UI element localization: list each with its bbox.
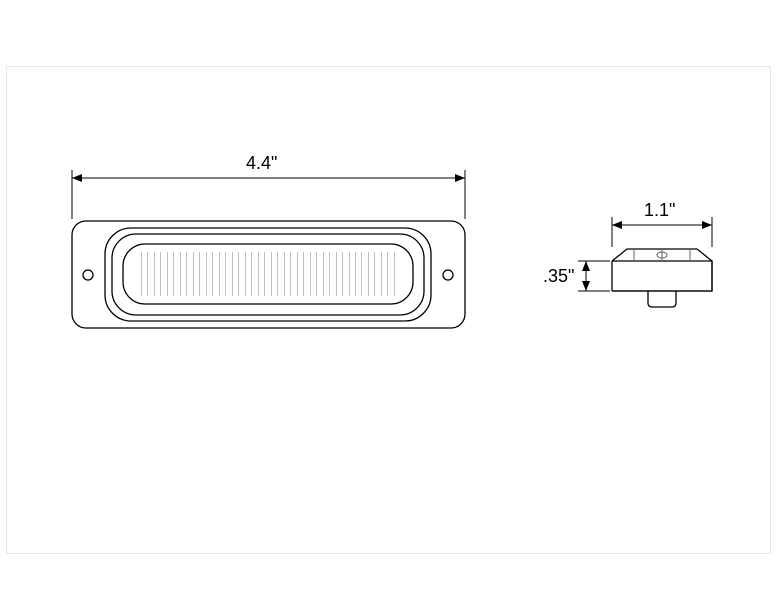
mount-hole-right [443, 270, 453, 280]
dim-side-width [612, 217, 712, 247]
drawing-canvas: .ln { fill:none; stroke:#000; stroke-wid… [0, 0, 780, 600]
dim-label-front-width: 4.4" [246, 153, 277, 174]
dim-label-side-height: .35" [543, 266, 574, 287]
mount-hole-left [83, 270, 93, 280]
dim-side-height [578, 261, 610, 291]
lens-hatching [141, 252, 395, 296]
side-body [612, 261, 712, 291]
dim-label-side-width: 1.1" [644, 200, 675, 221]
side-stem [648, 291, 676, 307]
dim-front-width [72, 170, 465, 219]
technical-drawing: .ln { fill:none; stroke:#000; stroke-wid… [0, 0, 780, 600]
